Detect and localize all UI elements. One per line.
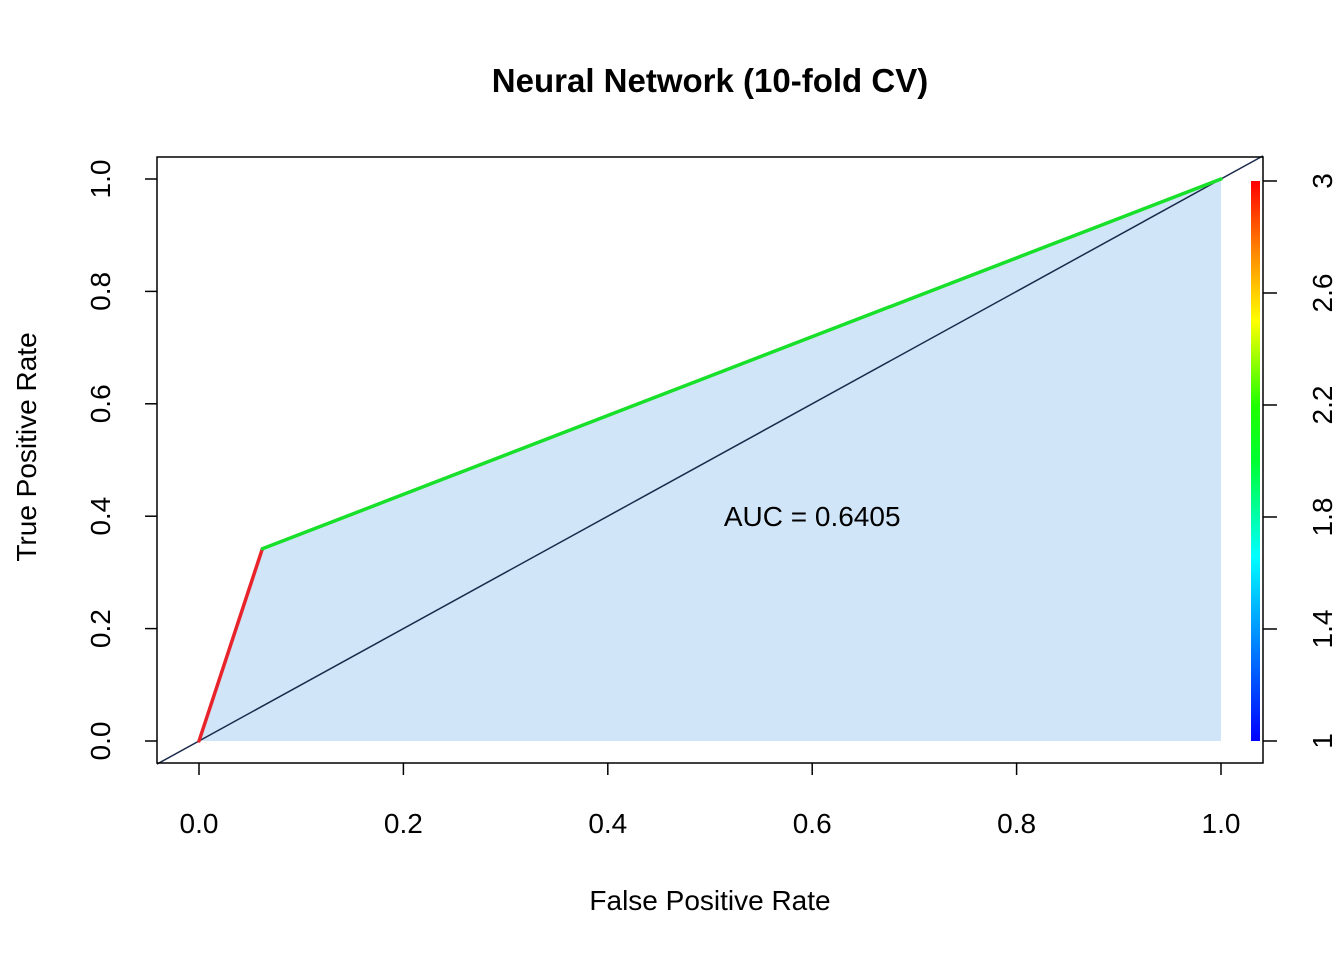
x-tick-label: 0.8 <box>997 808 1036 839</box>
x-tick-label: 0.6 <box>793 808 832 839</box>
roc-segment-1 <box>197 547 265 743</box>
y-tick-label: 0.8 <box>85 272 116 311</box>
y-axis-label: True Positive Rate <box>11 332 42 561</box>
x-tick-label: 0.2 <box>384 808 423 839</box>
colorbar-tick-label: 3 <box>1307 173 1338 189</box>
chance-diagonal-line <box>156 155 1264 765</box>
colorbar-tick-label: 1.4 <box>1307 610 1338 649</box>
x-tick-label: 0.4 <box>588 808 627 839</box>
plot-frame <box>156 156 1264 764</box>
colorbar <box>1251 181 1260 741</box>
x-tick-label: 1.0 <box>1202 808 1241 839</box>
y-tick-label: 0.0 <box>85 722 116 761</box>
x-tick-label: 0.0 <box>180 808 219 839</box>
colorbar-tick-label: 1.8 <box>1307 498 1338 537</box>
roc-segment-2 <box>260 177 1223 551</box>
y-tick-label: 1.0 <box>85 160 116 199</box>
colorbar-tick-label: 2.2 <box>1307 386 1338 425</box>
chart-title: Neural Network (10-fold CV) <box>492 62 928 99</box>
auc-annotation: AUC = 0.6405 <box>724 501 901 532</box>
x-axis-label: False Positive Rate <box>589 885 830 916</box>
colorbar-tick-label: 1 <box>1307 733 1338 749</box>
colorbar-tick-label: 2.6 <box>1307 274 1338 313</box>
y-tick-label: 0.2 <box>85 609 116 648</box>
plot-area: 0.0 0.2 0.4 0.6 0.8 1.0 0.0 0.2 0.4 0.6 0.8 1.0 1 1.4… <box>85 155 1338 839</box>
y-tick-label: 0.4 <box>85 497 116 536</box>
y-tick-label: 0.6 <box>85 384 116 423</box>
